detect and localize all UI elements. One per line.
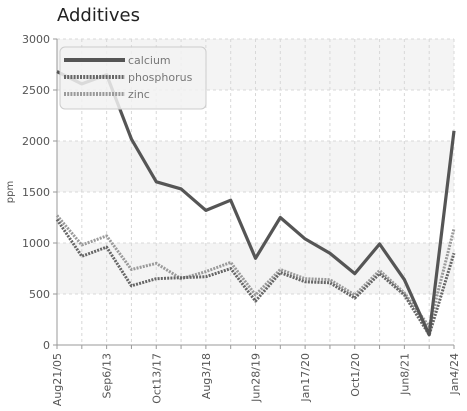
- legend-label-zinc: zinc: [128, 88, 150, 101]
- chart-legend: calcium phosphorus zinc: [59, 46, 207, 110]
- series-line-phosphorus: [55, 218, 456, 337]
- x-tick-label: Oct13/17: [150, 353, 163, 404]
- x-tick-label: Oct1/20: [349, 353, 362, 397]
- series-layer: [55, 70, 456, 337]
- y-tick-label: 3000: [22, 33, 50, 46]
- y-tick-label: 500: [29, 288, 50, 301]
- x-tick-label: Jun28/19: [250, 353, 263, 403]
- x-tick-label: Sep6/13: [101, 353, 114, 398]
- x-tick-label: Jan17/20: [299, 353, 312, 403]
- y-tick-label: 0: [43, 339, 50, 352]
- y-tick-label: 2500: [22, 84, 50, 97]
- legend-label-calcium: calcium: [128, 54, 171, 67]
- x-tick-label: Jan4/24: [448, 353, 461, 396]
- chart-title: Additives: [57, 5, 141, 26]
- y-tick-label: 1000: [22, 237, 50, 250]
- series-line-calcium: [56, 70, 456, 337]
- x-tick-label: Jun8/21: [398, 353, 411, 396]
- series-line-zinc: [55, 214, 456, 329]
- y-tick-label: 2000: [22, 135, 50, 148]
- x-tick-label: Aug3/18: [200, 353, 213, 399]
- chart-axes: 0 500 1000 1500 2000 2500 3000 ppm Aug21/05 Sep6/…: [5, 33, 461, 406]
- legend-label-phosphorus: phosphorus: [128, 71, 193, 84]
- y-axis-label: ppm: [5, 181, 16, 203]
- y-tick-label: 1500: [22, 186, 50, 199]
- x-tick-label: Aug21/05: [51, 353, 64, 406]
